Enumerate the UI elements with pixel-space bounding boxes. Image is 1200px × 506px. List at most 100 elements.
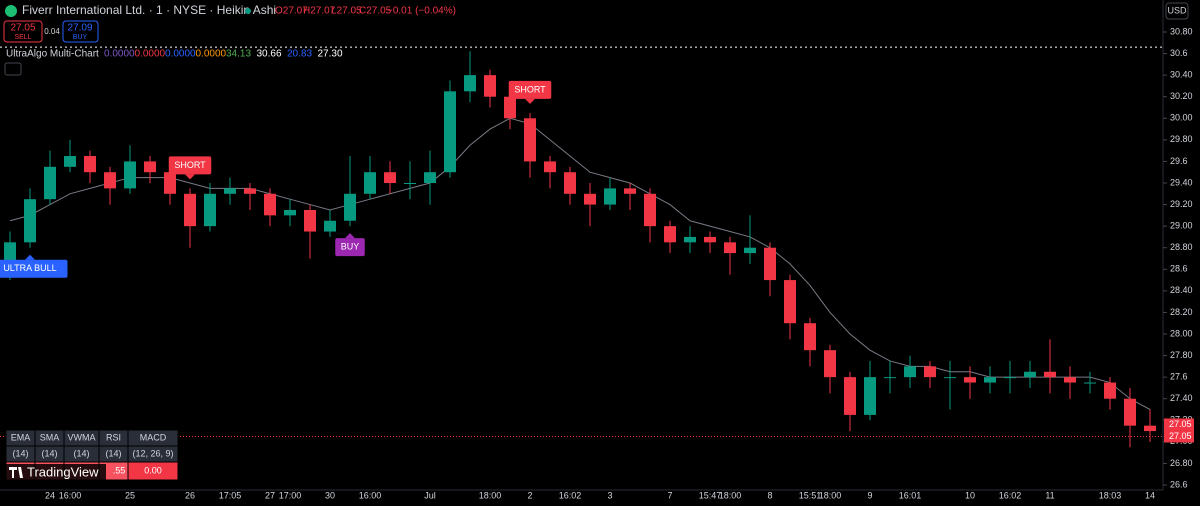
buy-price[interactable]: 27.09 xyxy=(67,23,92,34)
candle-body xyxy=(484,75,496,97)
candle-body xyxy=(884,377,896,379)
x-tick-label: 25 xyxy=(125,490,135,500)
signal-badge xyxy=(508,80,552,99)
candle-body xyxy=(1004,377,1016,379)
indicator-value: 0.0000 xyxy=(135,49,166,60)
y-tick-label: 28.80 xyxy=(1170,242,1193,252)
candle-body xyxy=(424,172,436,183)
indicator-value: 34.13 xyxy=(226,49,251,60)
y-tick-label: 28.6 xyxy=(1170,264,1188,274)
table-header: RSI xyxy=(106,432,121,442)
status-dot xyxy=(245,8,251,14)
table-value: .55 xyxy=(113,465,126,475)
y-tick-label: 29.40 xyxy=(1170,177,1193,187)
signal-arrow xyxy=(525,98,535,104)
chart-title: Fiverr International Ltd. · 1 · NYSE · H… xyxy=(22,3,276,17)
quote-value: H27.07 xyxy=(303,6,336,17)
y-tick-label: 29.00 xyxy=(1170,221,1193,231)
price-tag-label: 27.05 xyxy=(1169,419,1192,429)
y-tick-label: 28.20 xyxy=(1170,307,1193,317)
candle-body xyxy=(904,366,916,378)
candle-body xyxy=(64,156,76,167)
candle-body xyxy=(284,209,296,216)
quote-value: O27.07 xyxy=(275,6,308,17)
signal-label: ULTRA BULL xyxy=(3,263,56,273)
y-tick-label: 27.6 xyxy=(1170,372,1188,382)
x-tick-label: 15:47 xyxy=(699,490,722,500)
candle-body xyxy=(164,172,176,194)
candle-body xyxy=(544,161,556,173)
x-tick-label: 16:00 xyxy=(59,490,82,500)
candle-body xyxy=(744,247,756,254)
indicator-value: 0.0000 xyxy=(104,49,135,60)
currency[interactable]: USD xyxy=(1167,5,1187,15)
table-value: 0.00 xyxy=(144,465,162,475)
indicator-value: 0.0000 xyxy=(165,49,196,60)
candle-body xyxy=(24,199,36,243)
buy-button[interactable] xyxy=(62,20,99,43)
price-tag xyxy=(1164,430,1194,443)
x-tick-label: 26 xyxy=(185,490,195,500)
sell-price[interactable]: 27.05 xyxy=(10,23,35,34)
y-tick-label: 26.6 xyxy=(1170,479,1188,489)
candle-body xyxy=(324,220,336,232)
candle-body xyxy=(824,350,836,378)
x-tick-label: 16:02 xyxy=(999,490,1022,500)
y-tick-label: 27.80 xyxy=(1170,350,1193,360)
currency-button[interactable] xyxy=(1165,2,1189,20)
candle-body xyxy=(844,377,856,415)
candle-body xyxy=(1084,382,1096,384)
sell-label[interactable]: SELL xyxy=(14,34,31,41)
candle-body xyxy=(1124,398,1136,426)
signal-badge xyxy=(335,238,365,257)
x-tick-label: 24 xyxy=(45,490,55,500)
spread: 0.04 xyxy=(44,27,60,36)
table-cell xyxy=(127,461,179,481)
candle-body xyxy=(1044,371,1056,378)
buy-label[interactable]: BUY xyxy=(73,34,88,41)
table-param: (14) xyxy=(105,448,121,458)
sell-button[interactable] xyxy=(3,20,43,43)
collapse-button[interactable] xyxy=(4,62,22,76)
x-tick-label: 16:00 xyxy=(359,490,382,500)
candle-body xyxy=(384,172,396,183)
y-tick-label: 28.00 xyxy=(1170,328,1193,338)
signal-label: SHORT xyxy=(174,160,206,170)
y-tick-label: 30.6 xyxy=(1170,48,1188,58)
x-tick-label: 17:00 xyxy=(279,490,302,500)
x-tick-label: 17:05 xyxy=(219,490,242,500)
x-tick-label: 30 xyxy=(325,490,335,500)
x-tick-label: 10 xyxy=(965,490,975,500)
signal-label: SHORT xyxy=(514,84,546,94)
table-param: (14) xyxy=(73,448,89,458)
candle-body xyxy=(304,209,316,232)
x-tick-label: 2 xyxy=(527,490,532,500)
candle-body xyxy=(784,280,796,324)
candle-body xyxy=(84,156,96,173)
y-tick-label: 30.20 xyxy=(1170,91,1193,101)
x-tick-label: 11 xyxy=(1045,490,1054,500)
candle-body xyxy=(244,188,256,194)
signal-arrow xyxy=(185,174,195,180)
quote-value: C27.05 xyxy=(359,6,392,17)
candle-body xyxy=(704,236,716,243)
x-tick-label: 18:00 xyxy=(719,490,742,500)
x-tick-label: 3 xyxy=(607,490,612,500)
x-tick-label: 16:02 xyxy=(559,490,582,500)
brand-backdrop xyxy=(6,464,106,480)
x-tick-label: 18:00 xyxy=(479,490,502,500)
x-tick-label: 27 xyxy=(265,490,275,500)
candle-body xyxy=(1144,425,1156,432)
signal-arrow xyxy=(345,233,355,239)
signal-label: BUY xyxy=(341,242,360,252)
signal-arrow xyxy=(25,254,35,260)
x-tick-label: 8 xyxy=(767,490,772,500)
candle-body xyxy=(204,193,216,227)
y-tick-label: 28.40 xyxy=(1170,285,1193,295)
indicator-value: 20.83 xyxy=(287,49,312,60)
candle-body xyxy=(584,193,596,205)
x-tick-label: 9 xyxy=(867,490,872,500)
candle-body xyxy=(724,242,736,254)
indicator-value: 30.66 xyxy=(257,49,282,60)
